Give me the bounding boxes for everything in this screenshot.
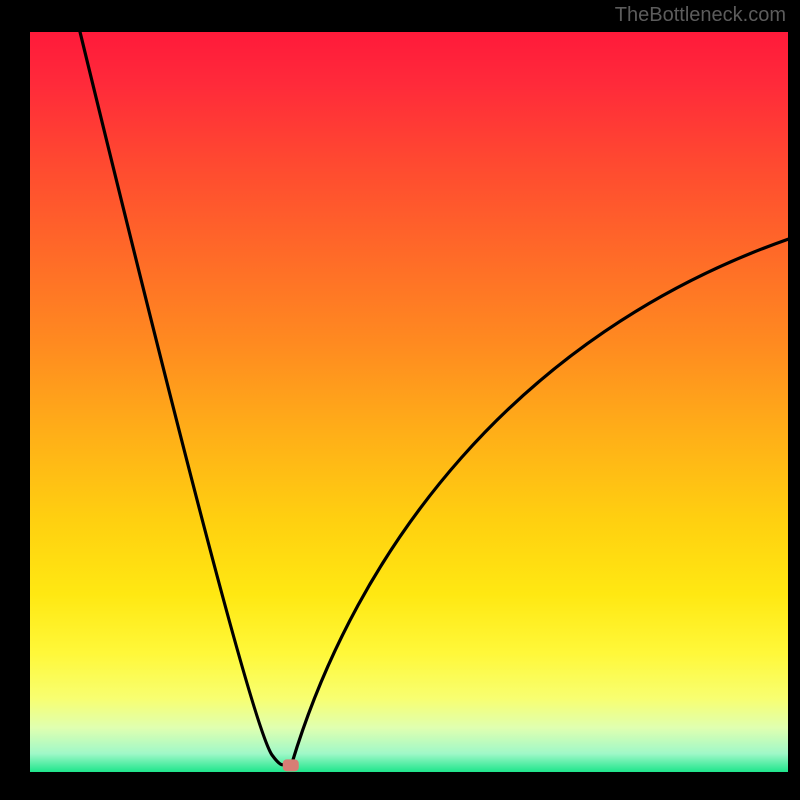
bottleneck-chart xyxy=(0,0,800,800)
chart-frame xyxy=(0,0,800,800)
watermark-text: TheBottleneck.com xyxy=(615,4,786,27)
min-marker xyxy=(283,759,299,771)
plot-background xyxy=(30,32,788,772)
